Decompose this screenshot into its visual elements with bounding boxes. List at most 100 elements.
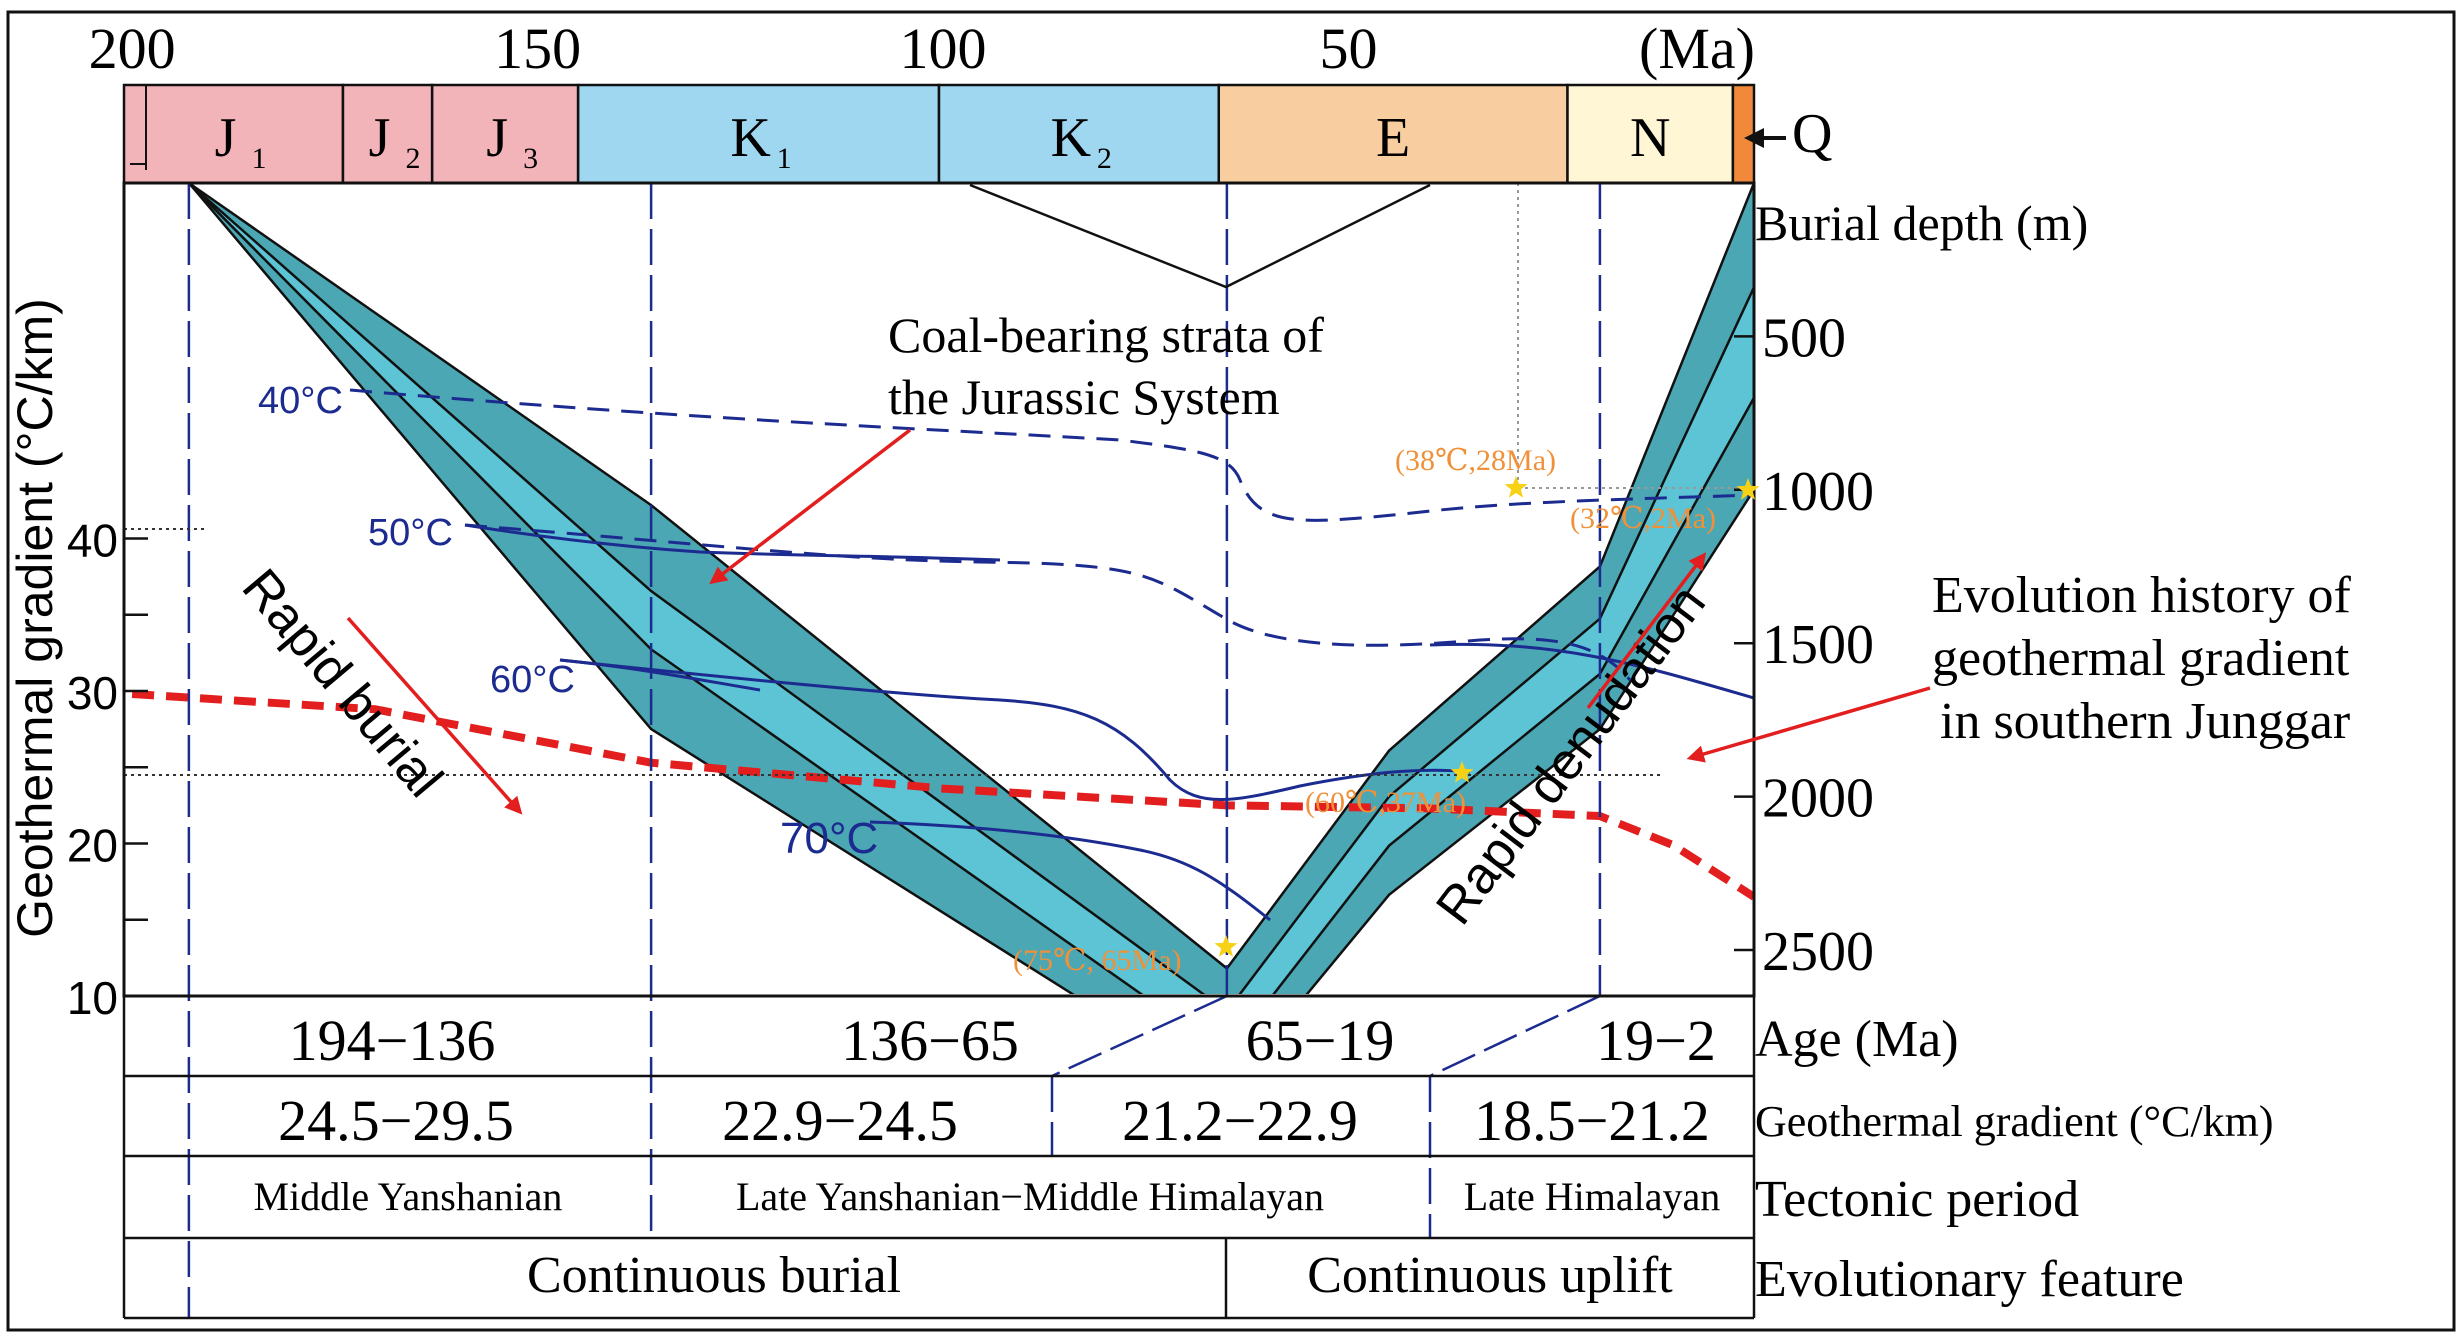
isotherm-lines — [349, 388, 1754, 922]
phase-boundary-lines — [124, 183, 1754, 1318]
rapid-burial-label: Rapid burial — [231, 558, 454, 808]
strat-label-K1: K — [730, 107, 770, 169]
age-tick-label-50: 50 — [1320, 16, 1378, 81]
depth-tick-label-2500: 2500 — [1762, 921, 1874, 983]
burial-curve-mid-bottom — [187, 183, 1754, 994]
age-tick-label-200: 200 — [89, 16, 176, 81]
burial-band-upper — [188, 183, 1754, 994]
burial-curve-top — [188, 183, 1754, 971]
depth-axis-label: Burial depth (m) — [1755, 195, 2088, 251]
isotherm-label-1: 40°C — [258, 380, 343, 422]
table-evolution-1: Continuous burial — [527, 1247, 901, 1304]
isotherm-line-6 — [869, 820, 1271, 922]
table-gradient-3: 21.2−22.9 — [1122, 1088, 1358, 1153]
coal-annotation-arrow — [709, 428, 912, 585]
coal-annotation-line1: Coal-bearing strata of — [888, 307, 1324, 363]
isotherm-label-4: 70°C — [780, 814, 878, 863]
burial-curve-bottom — [187, 183, 1754, 994]
key-point-label-2: (60℃,37Ma) — [1305, 786, 1466, 819]
table-age-4: 19−2 — [1596, 1008, 1716, 1073]
age-axis-top: 200 150 100 50 (Ma) — [89, 16, 1755, 112]
strat-label-J1: J — [215, 107, 237, 169]
strat-cell-E — [1217, 83, 1569, 185]
gradient-axis: 10 20 30 40 — [67, 515, 148, 1024]
summary-table: Age (Ma) Geothermal gradient (°C/km) Tecto… — [122, 996, 2274, 1320]
burial-curve-mid-top — [188, 183, 1754, 994]
isotherm-label-3: 60°C — [490, 659, 575, 701]
key-point-star-3 — [1504, 476, 1528, 498]
strat-label-J2: J — [369, 107, 391, 169]
isotherm-line-2 — [464, 523, 1632, 681]
strat-label-E: E — [1376, 107, 1410, 169]
gradient-annotation-line3: in southern Junggar — [1940, 693, 2350, 750]
key-point-star-2 — [1450, 761, 1474, 783]
burial-bands — [188, 183, 1754, 994]
table-gradient-2: 22.9−24.5 — [722, 1088, 958, 1153]
strat-sub-K1: 1 — [777, 142, 792, 175]
gradient-annotation: Evolution history of geothermal gradient… — [1686, 567, 2352, 763]
key-point-star-4 — [1736, 478, 1760, 500]
gradient-annotation-arrow — [1686, 686, 1931, 763]
depth-tick-label-1000: 1000 — [1762, 461, 1874, 523]
strat-label-N: N — [1630, 107, 1670, 169]
isotherm-labels: 40°C 50°C 60°C 70°C — [258, 380, 878, 863]
coal-strata-wedge — [969, 183, 1431, 289]
gradient-annotation-line2: geothermal gradient — [1932, 630, 2350, 687]
depth-tick-label-1500: 1500 — [1762, 614, 1874, 676]
depth-tick-label-2000: 2000 — [1762, 768, 1874, 830]
table-row-label-1: Age (Ma) — [1755, 1011, 1959, 1068]
strat-cell-K2 — [937, 83, 1221, 185]
strat-label-J3: J — [486, 107, 508, 169]
isotherm-line-3 — [464, 523, 1001, 562]
gradient-tick-label-10: 10 — [67, 972, 118, 1024]
age-tick-label-100: 100 — [900, 16, 987, 81]
gradient-axis-label: Geothermal gradient (°C/km) — [7, 298, 63, 938]
table-tectonic-2: Late Yanshanian−Middle Himalayan — [736, 1174, 1324, 1219]
key-point-label-1: (75℃, 65Ma) — [1013, 944, 1182, 977]
isotherm-line-4 — [1429, 642, 1754, 700]
strat-sub-J3: 3 — [523, 142, 538, 175]
q-pointer-arrowhead — [1744, 128, 1764, 148]
burial-curves — [187, 183, 1754, 994]
strat-sub-K2: 2 — [1097, 142, 1112, 175]
isotherm-line-5 — [559, 658, 1471, 802]
table-age-1: 194−136 — [289, 1008, 496, 1073]
key-point-label-4: (32℃,2Ma) — [1570, 502, 1716, 535]
key-point-star-1 — [1214, 935, 1238, 957]
table-age-3: 65−19 — [1246, 1008, 1395, 1073]
table-gradient-4: 18.5−21.2 — [1474, 1088, 1710, 1153]
phase-link-65ma — [1051, 994, 1228, 1078]
table-gradient-1: 24.5−29.5 — [278, 1088, 514, 1153]
coal-annotation-line2: the Jurassic System — [888, 369, 1280, 425]
isotherm-line-1 — [349, 388, 1754, 522]
strat-cell-Q — [1731, 83, 1756, 185]
q-label: Q — [1792, 103, 1832, 165]
gradient-tick-label-30: 30 — [67, 667, 118, 719]
depth-tick-label-500: 500 — [1762, 307, 1846, 369]
table-evolution-2: Continuous uplift — [1307, 1247, 1673, 1304]
table-row-label-3: Tectonic period — [1755, 1171, 2079, 1228]
strat-label-K2: K — [1051, 107, 1091, 169]
isotherm-line-7 — [559, 658, 761, 692]
figure-frame — [6, 10, 2456, 1332]
rapid-burial-arrow — [346, 616, 523, 815]
plot-frame — [122, 181, 1756, 998]
gradient-tick-label-40: 40 — [67, 515, 118, 567]
phase-link-19ma — [1429, 994, 1601, 1078]
rapid-denudation-arrow — [1586, 552, 1707, 710]
isotherm-label-2: 50°C — [368, 512, 453, 554]
table-row-label-2: Geothermal gradient (°C/km) — [1755, 1097, 2274, 1146]
strat-sub-J2: 2 — [406, 142, 421, 175]
gradient-annotation-line1: Evolution history of — [1932, 567, 2352, 624]
key-point-label-3: (38℃,28Ma) — [1395, 444, 1556, 477]
depth-axis: 500 1000 1500 2000 2500 — [1734, 307, 1874, 983]
table-tectonic-3: Late Himalayan — [1464, 1174, 1721, 1219]
strat-sub-J1: 1 — [251, 142, 266, 175]
burial-band-middle — [188, 183, 1754, 994]
coal-annotation: Coal-bearing strata of the Jurassic Syst… — [709, 307, 1324, 585]
table-tectonic-1: Middle Yanshanian — [254, 1174, 563, 1219]
key-points: (75℃, 65Ma) (60℃,37Ma) (38℃,28Ma) (32℃,2Ma) — [1013, 444, 1760, 977]
age-tick-label-150: 150 — [494, 16, 581, 81]
